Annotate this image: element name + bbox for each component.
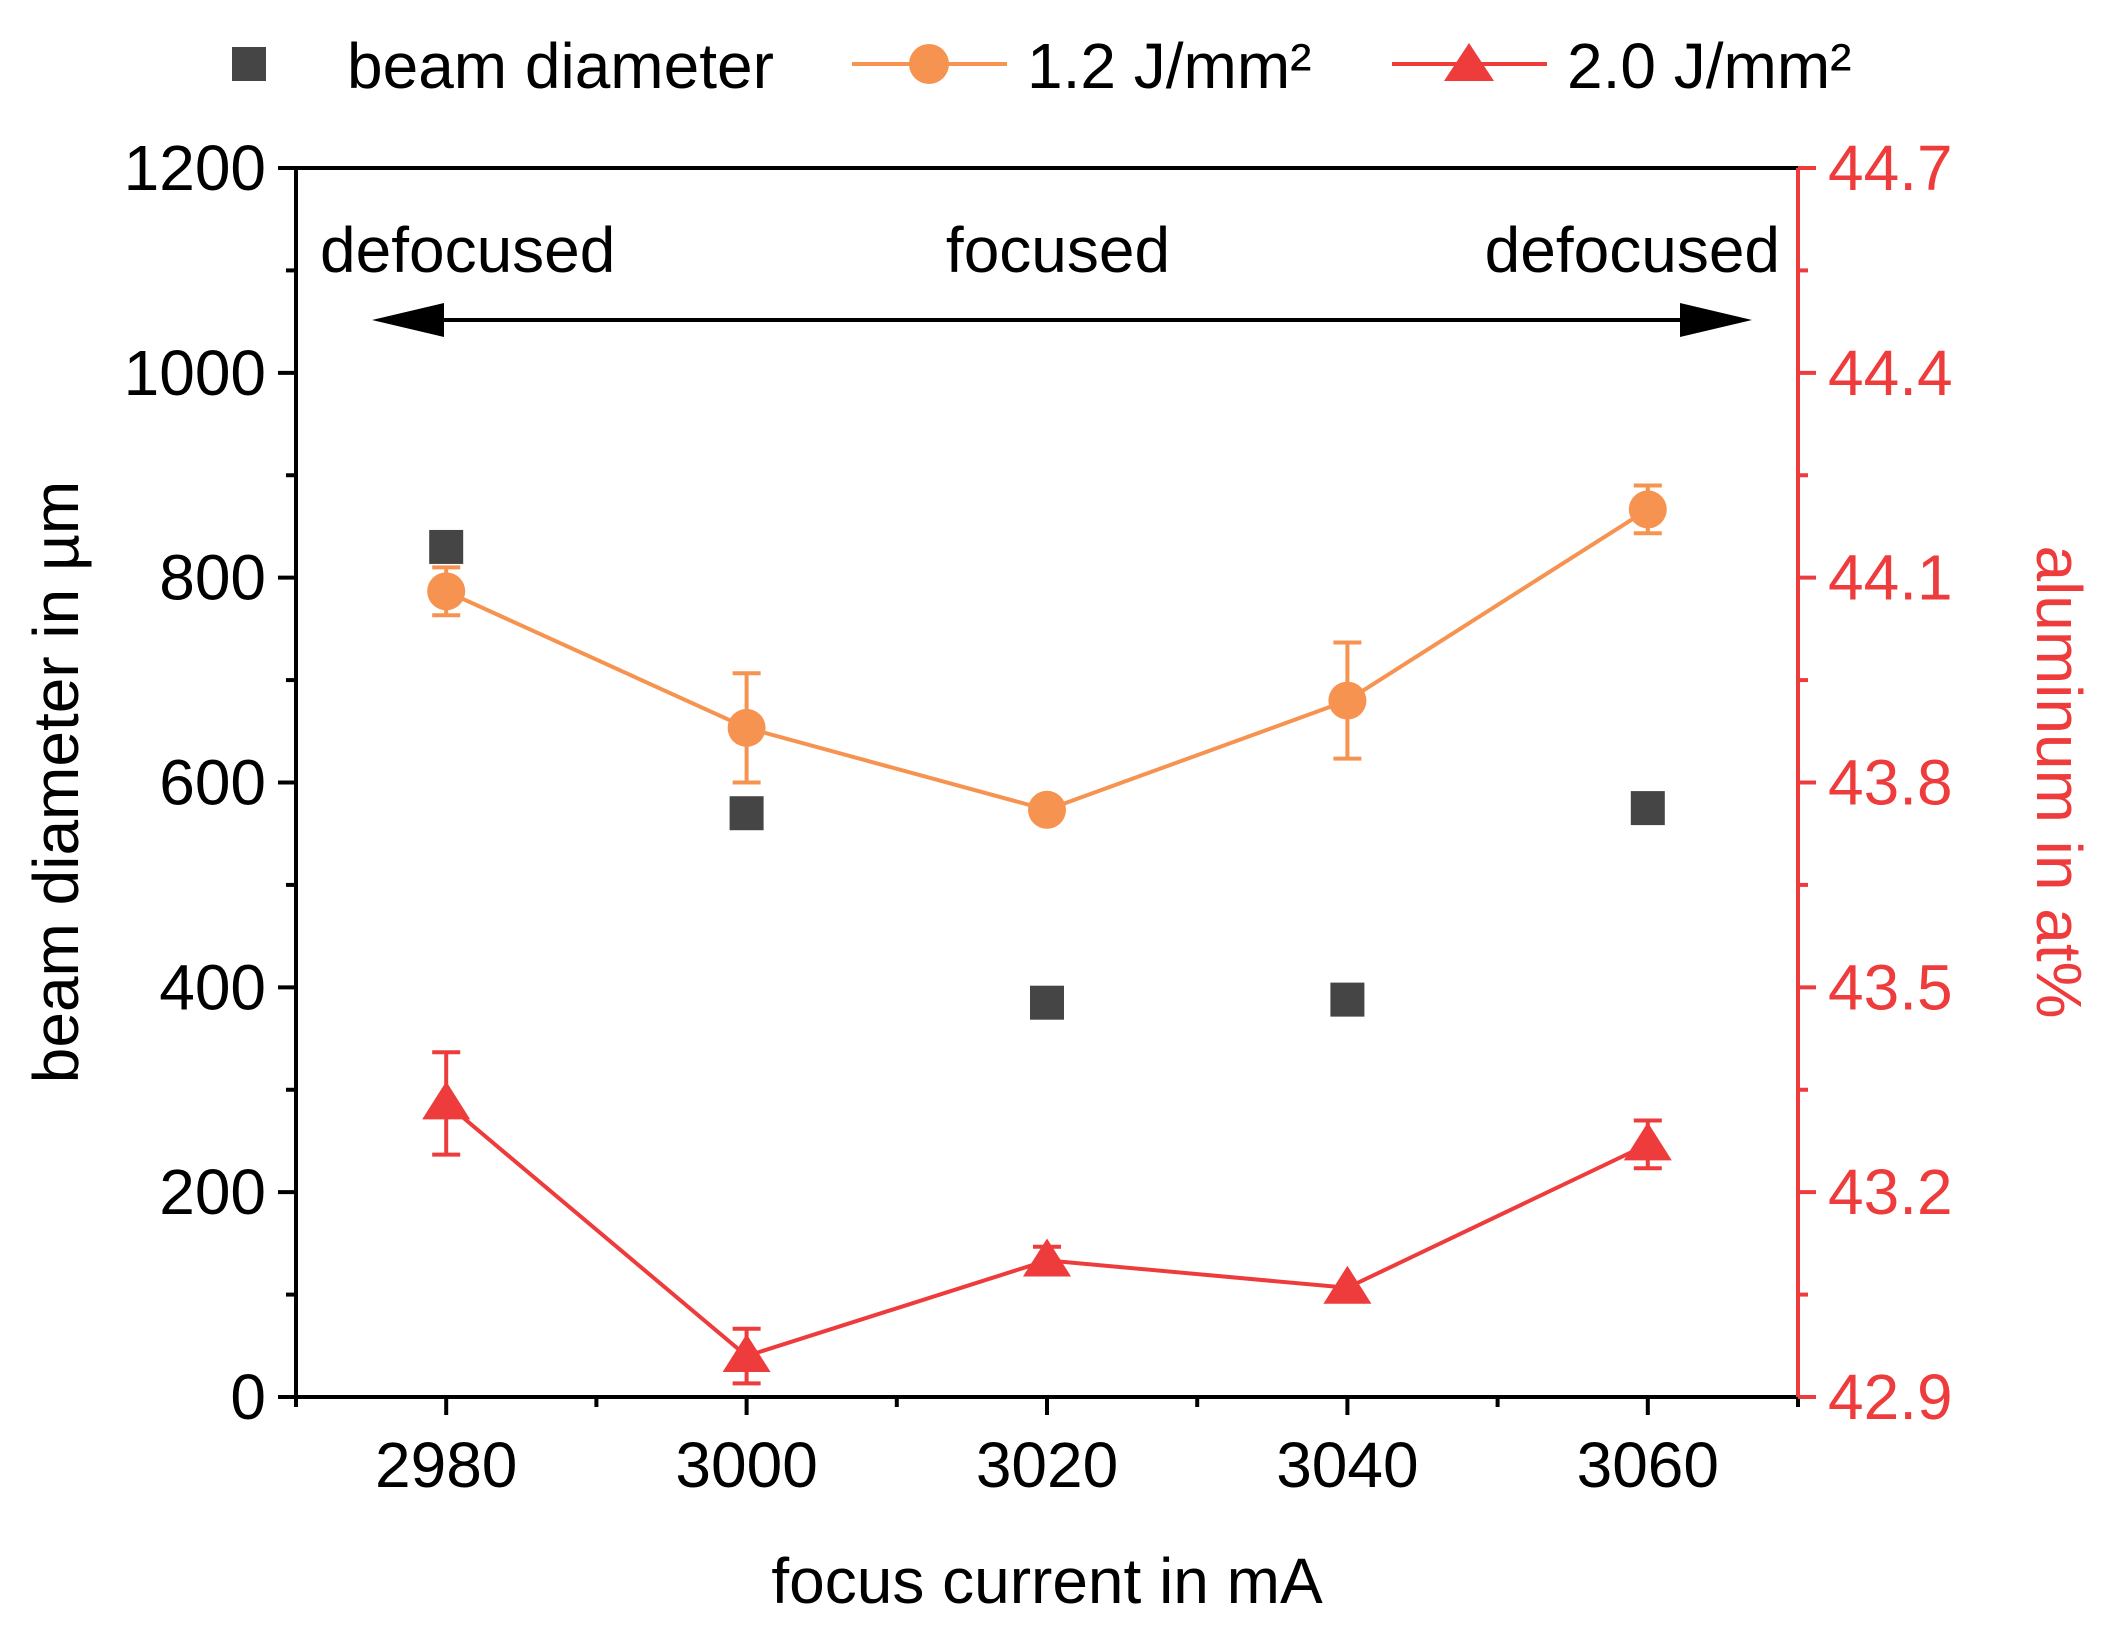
data-point [1628,490,1667,529]
x-tick-label: 3060 [1577,1429,1719,1501]
y2-tick-label: 42.9 [1828,1361,1953,1433]
data-point [1630,791,1665,826]
data-point [1323,1265,1372,1304]
data-point [1330,982,1365,1017]
legend-marker-2-0 [1444,43,1494,81]
axis-ticks [278,166,1816,1415]
x-tick-label: 3000 [675,1429,817,1501]
data-point [1030,985,1064,1020]
y2-tick-label: 43.5 [1828,951,1953,1023]
focus-annotation: defocused focused defocused [320,214,1780,337]
x-tick-label: 3040 [1276,1429,1418,1501]
y-tick-label: 1000 [124,337,266,409]
y-tick-label: 600 [159,747,266,819]
x-tick-label: 2980 [375,1429,517,1501]
data-point [1623,1122,1672,1161]
data-point [722,1334,771,1373]
series-3 [422,1050,1672,1386]
annotation-center: focused [946,214,1170,286]
y-tick-label: 1200 [124,132,266,204]
y-tick-label: 0 [230,1361,266,1433]
data-point [1023,1238,1071,1277]
y2-tick-label: 44.1 [1828,542,1953,614]
series-layer [422,483,1672,1386]
data-point [727,708,766,747]
legend-label-2-0: 2.0 J/mm² [1567,30,1851,102]
y2-tick-label: 43.8 [1828,747,1953,819]
data-point [427,572,466,611]
series-line [445,507,1649,812]
y-tick-label: 200 [159,1156,266,1228]
y-axis-title: beam diameter in µm [20,481,92,1083]
series-2 [427,483,1667,829]
data-point [729,796,764,831]
data-point [422,1081,471,1120]
data-point [429,529,464,564]
y2-tick-label: 43.2 [1828,1156,1953,1228]
y2-tick-label: 44.7 [1828,132,1953,204]
legend-marker-beam-diameter [232,47,266,81]
series-1 [429,529,1665,1020]
frame [294,166,1800,1399]
y-tick-label: 800 [159,542,266,614]
data-point [1328,681,1367,720]
series-line [444,1101,1649,1359]
annotation-arrow-head-left [372,303,444,337]
legend-label-1-2: 1.2 J/mm² [1027,30,1311,102]
data-point [1028,790,1066,829]
x-tick-label: 3020 [976,1429,1118,1501]
legend: beam diameter 1.2 J/mm² 2.0 J/mm² [232,30,1851,102]
annotation-arrow-head-right [1680,303,1752,337]
x-axis-title: focus current in mA [771,1545,1323,1617]
y-tick-label: 400 [159,951,266,1023]
legend-label-beam-diameter: beam diameter [347,30,774,102]
annotation-right: defocused [1485,214,1780,286]
y2-tick-label: 44.4 [1828,337,1953,409]
legend-marker-1-2 [909,44,949,84]
tick-labels: 2980 3000 3020 3040 3060 0 200 400 600 800 1000 120… [124,132,1953,1501]
y2-axis-title: aluminum in at% [2023,545,2095,1018]
annotation-left: defocused [320,214,615,286]
